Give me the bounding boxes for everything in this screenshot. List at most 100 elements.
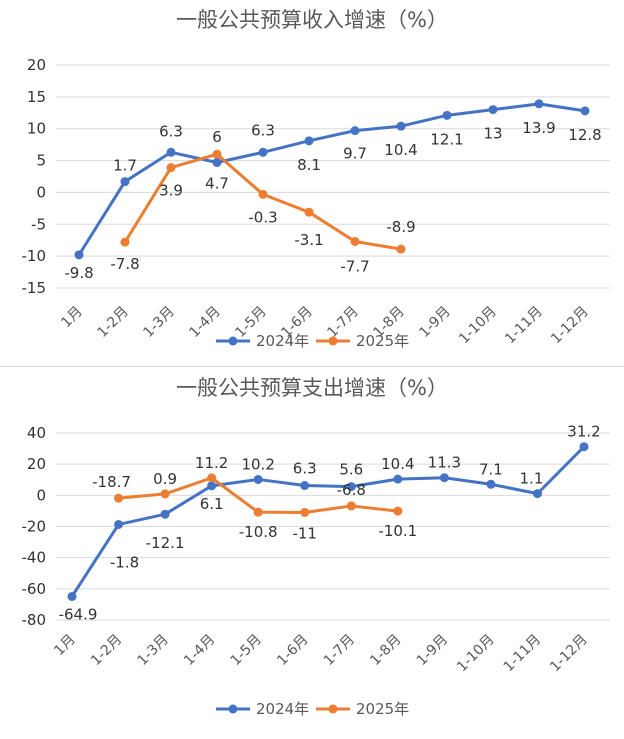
data-point [442,110,452,120]
data-label: -7.7 [340,257,369,275]
x-tick-label: 1月 [51,632,79,660]
data-label: 31.2 [567,423,600,441]
x-tick-label: 1-11月 [501,632,545,676]
legend-label: 2024年 [256,332,309,350]
y-tick-label: -15 [22,279,47,297]
data-label: -0.3 [248,208,277,226]
x-tick-label: 1-9月 [416,304,453,341]
panel-divider [0,366,624,367]
data-label: 11.3 [428,454,461,472]
y-tick-label: 0 [36,486,46,504]
data-point [393,474,403,484]
data-point [120,237,130,247]
data-point [346,501,356,511]
data-label: 6 [212,128,222,146]
data-label: 13 [483,125,502,143]
data-label: 5.6 [339,461,363,479]
legend-marker [328,336,338,346]
x-tick-label: 1-2月 [88,632,125,669]
legend-marker [328,704,338,714]
data-label: -6.8 [337,481,366,499]
legend-marker [228,336,238,346]
data-point [114,519,124,529]
data-label: 10.2 [241,455,274,473]
data-label: 6.1 [200,495,224,513]
revenue-growth-chart: 一般公共预算收入增速（%） 20 15 10 5 0 -5 -10 -15 1月 1-2月 1-3月 1… [0,0,624,366]
data-label: -11 [292,524,317,542]
data-label: 12.8 [568,126,601,144]
data-label: 13.9 [522,119,555,137]
data-point [74,250,84,260]
data-point [534,99,544,109]
y-tick-label: -10 [22,247,47,265]
data-label: -12.1 [146,534,185,552]
x-tick-label: 1月 [58,304,86,332]
legend-label: 2025年 [356,700,409,718]
data-label: -10.1 [378,522,417,540]
data-point [207,473,217,483]
data-label: 8.1 [297,156,321,174]
data-point [532,489,542,499]
y-tick-label: -20 [22,518,47,536]
y-tick-label: 10 [27,120,46,138]
data-label: 1.1 [520,470,544,488]
data-label: -64.9 [59,605,98,623]
y-tick-label: 5 [36,152,46,170]
series-line [123,152,402,251]
x-tick-label: 1-2月 [94,304,131,341]
data-point [114,493,124,503]
data-point [160,509,170,519]
x-tick-label: 1-10月 [456,304,500,348]
data-point [212,149,222,159]
legend-label: 2024年 [256,700,309,718]
x-tick-label: 1-4月 [181,632,218,669]
data-point [350,236,360,246]
y-tick-label: 0 [36,183,46,201]
data-label: 7.1 [479,460,503,478]
x-tick-label: 1-3月 [140,304,177,341]
x-tick-label: 1-5月 [228,632,265,669]
y-tick-label: 20 [27,455,46,473]
data-point [300,507,310,517]
data-label: 0.9 [153,470,177,488]
data-label: 9.7 [343,145,367,163]
legend-marker [228,704,238,714]
x-tick-label: 1-6月 [274,632,311,669]
x-tick-label: 1-8月 [367,632,404,669]
data-label: 10.4 [384,141,417,159]
x-tick-label: 1-12月 [547,632,591,676]
data-point [396,121,406,131]
x-tick-label: 1-11月 [502,304,546,348]
data-label: 1.7 [113,157,137,175]
x-tick-label: 1-3月 [135,632,172,669]
x-tick-label: 1-9月 [414,632,451,669]
data-point [346,482,356,492]
x-tick-label: 1-4月 [186,304,223,341]
data-label: 10.4 [381,455,414,473]
data-label: 4.7 [205,174,229,192]
data-point [580,106,590,116]
data-label: -1.8 [110,553,139,571]
data-label: 6.3 [251,121,275,139]
data-label: -8.9 [386,218,415,236]
data-point [396,244,406,254]
chart-title: 一般公共预算支出增速（%） [176,376,448,400]
x-tick-label: 1-7月 [321,632,358,669]
data-label: 12.1 [430,130,463,148]
data-point [207,481,217,491]
y-tick-label: -80 [22,611,47,629]
x-tick-label: 1-10月 [454,632,498,676]
data-point [304,136,314,146]
series-line [70,445,586,598]
y-tick-label: -5 [31,215,46,233]
y-tick-label: -60 [22,580,47,598]
data-point [350,126,360,136]
data-point [393,506,403,516]
data-label: -9.8 [64,264,93,282]
data-label: -7.8 [110,255,139,273]
data-point [300,481,310,491]
data-point [253,474,263,484]
data-label: 3.9 [159,182,183,200]
